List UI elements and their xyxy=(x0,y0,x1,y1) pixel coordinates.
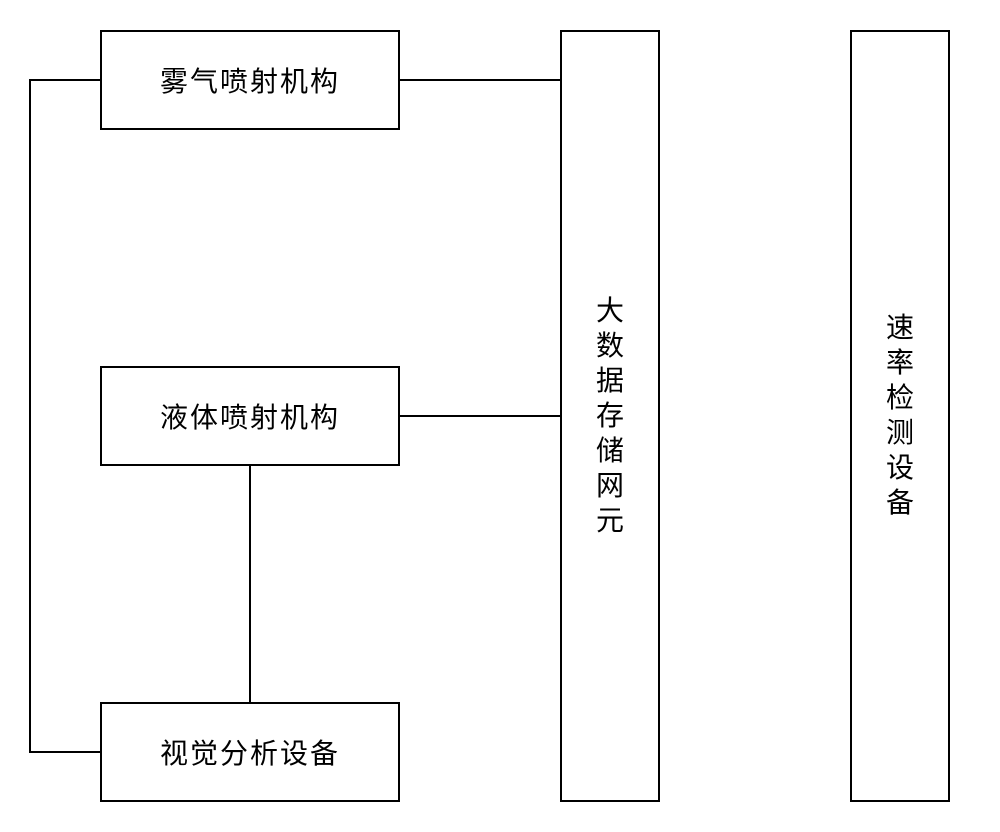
node-label: 速率检测设备 xyxy=(886,311,914,521)
node-label: 雾气喷射机构 xyxy=(160,60,340,100)
node-liquid-spray: 液体喷射机构 xyxy=(100,366,400,466)
node-big-data-storage: 大数据存储网元 xyxy=(560,30,660,802)
diagram-canvas: 雾气喷射机构 液体喷射机构 视觉分析设备 大数据存储网元 速率检测设备 xyxy=(0,0,1000,832)
node-rate-detection: 速率检测设备 xyxy=(850,30,950,802)
node-label: 液体喷射机构 xyxy=(160,396,340,436)
node-label: 视觉分析设备 xyxy=(160,732,340,772)
node-visual-analysis: 视觉分析设备 xyxy=(100,702,400,802)
node-label: 大数据存储网元 xyxy=(596,294,624,539)
node-mist-spray: 雾气喷射机构 xyxy=(100,30,400,130)
